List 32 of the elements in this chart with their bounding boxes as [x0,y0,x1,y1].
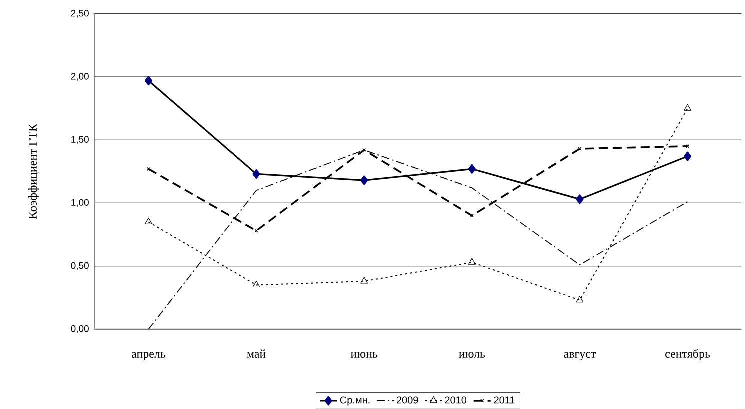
x-tick-label: апрель [132,352,166,360]
point [252,280,260,288]
point [254,229,258,233]
point [252,169,260,179]
point [470,214,474,218]
legend-label: Ср.мн. [340,396,370,406]
point [144,76,153,86]
y-tick-label: 0,50 [71,262,89,270]
legend-label: 2009 [397,396,418,404]
legend-label: 2011 [494,396,515,404]
point [576,296,584,303]
point [468,164,476,174]
legend-label: 2010 [445,396,467,404]
x-tick-label: июль [459,352,486,358]
point [360,176,368,186]
y-axis-title: Коэффициент ГТК [28,124,40,219]
point [360,276,368,284]
point [684,152,692,162]
y-tick-label: 2,50 [71,10,89,18]
point [576,194,584,204]
y-tick-label: 1,50 [72,136,89,144]
x-tick-label: август [564,352,596,360]
y-tick-label: 2,00 [71,72,89,81]
y-tick-label: 1,00 [72,199,89,207]
x-tick-label: сентябрь [666,349,710,360]
point [468,258,476,265]
point [684,104,692,111]
x-tick-label: май [247,350,266,358]
point [578,146,582,151]
x-tick-label: июнь [350,352,378,358]
point [144,218,152,224]
y-tick-label: 0,00 [71,325,89,334]
